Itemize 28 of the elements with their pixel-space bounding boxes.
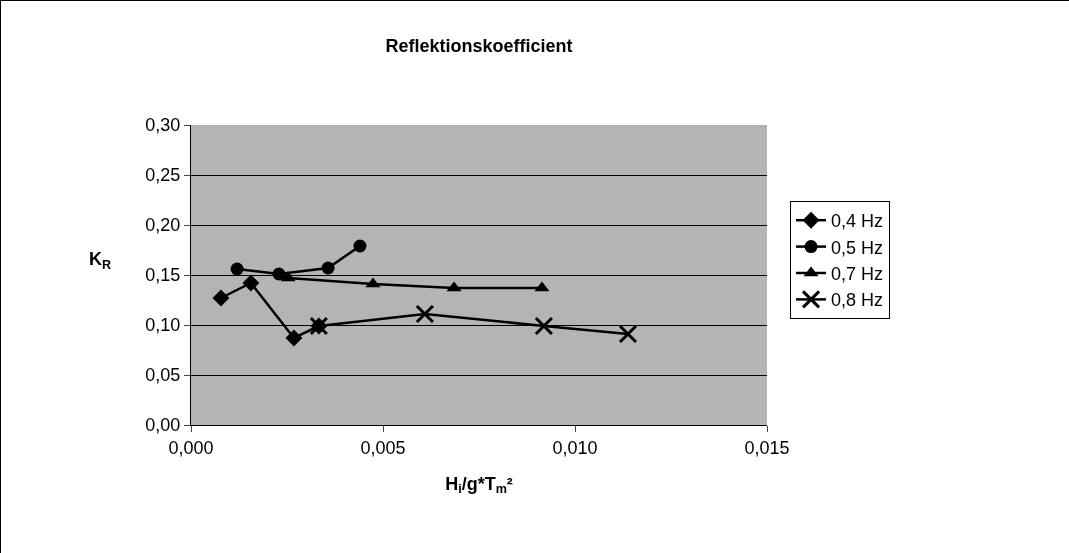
x-axis-title: H$_{i}$/g*T$_{m}$² <box>445 473 513 497</box>
x-tick-label: 0,000 <box>168 437 214 458</box>
point <box>618 324 638 344</box>
x-tick-label: 0,015 <box>744 437 790 458</box>
point <box>353 239 367 253</box>
y-tick-label: 0,05 <box>145 365 181 386</box>
y-tick-label: 0,00 <box>145 415 181 436</box>
point <box>230 262 244 276</box>
point <box>272 267 286 281</box>
point <box>285 329 303 347</box>
legend-label: 0,7 Hz <box>831 264 884 285</box>
x-tick-label: 0,010 <box>552 437 598 458</box>
x-tick-label: 0,005 <box>360 437 406 458</box>
point <box>212 289 230 307</box>
y-tick-label: 0,20 <box>145 215 181 236</box>
point <box>534 316 554 336</box>
legend-label: 0,5 Hz <box>831 237 884 258</box>
point <box>321 261 335 275</box>
y-tick-label: 0,10 <box>145 315 181 336</box>
y-tick-label: 0,25 <box>145 165 181 186</box>
point <box>242 274 260 292</box>
y-tick-label: 0,30 <box>145 115 181 136</box>
y-tick-label: 0,15 <box>145 265 181 286</box>
legend-label: 0,4 Hz <box>831 211 884 232</box>
legend-label: 0,8 Hz <box>831 290 884 311</box>
y-axis-title: K$_{R}$ <box>89 249 112 272</box>
point <box>415 304 435 324</box>
chart-title: Reflektionskoefficient <box>385 36 573 57</box>
